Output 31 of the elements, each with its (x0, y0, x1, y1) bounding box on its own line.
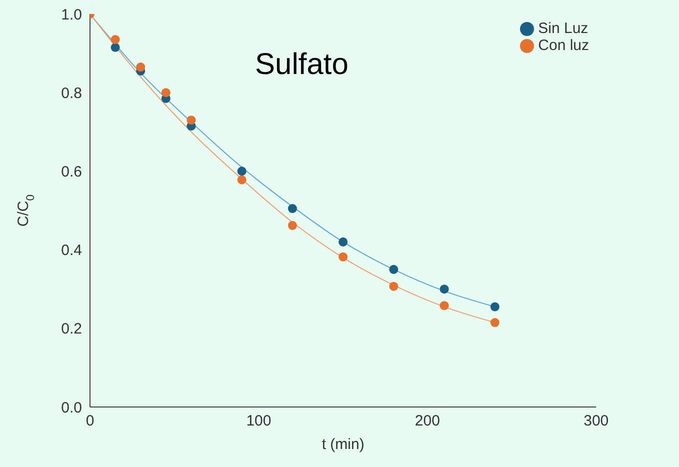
point (161, 88, 170, 98)
x-tick-label: 100 (246, 412, 272, 430)
text: Sulfato (255, 48, 348, 82)
point (490, 302, 500, 312)
x-tick-label: 0 (86, 412, 94, 430)
point (110, 42, 120, 52)
legend-label: Sin Luz (538, 20, 588, 37)
x-tick-label: 200 (414, 412, 440, 430)
point (136, 62, 146, 72)
x-axis-title: t (min) (322, 436, 364, 453)
point (338, 252, 348, 262)
y-tick-label: 1.0 (61, 6, 82, 24)
point (389, 282, 398, 291)
point (338, 237, 348, 246)
legend-label: Con luz (538, 37, 589, 54)
point (110, 35, 120, 44)
y-tick-label: 0.8 (61, 84, 82, 102)
point (237, 175, 246, 184)
point (440, 301, 449, 310)
y-tick-label: 0.6 (61, 164, 82, 181)
point (389, 264, 398, 274)
point (490, 318, 500, 328)
point (288, 220, 297, 230)
point (288, 204, 297, 214)
point (440, 284, 449, 294)
y-tick-label: 0.2 (61, 320, 82, 338)
y-tick-label: 0.4 (61, 242, 82, 260)
point (186, 116, 196, 125)
x-tick-label: 300 (584, 412, 609, 430)
point (237, 166, 246, 176)
y-tick-label: 0.0 (61, 399, 82, 416)
